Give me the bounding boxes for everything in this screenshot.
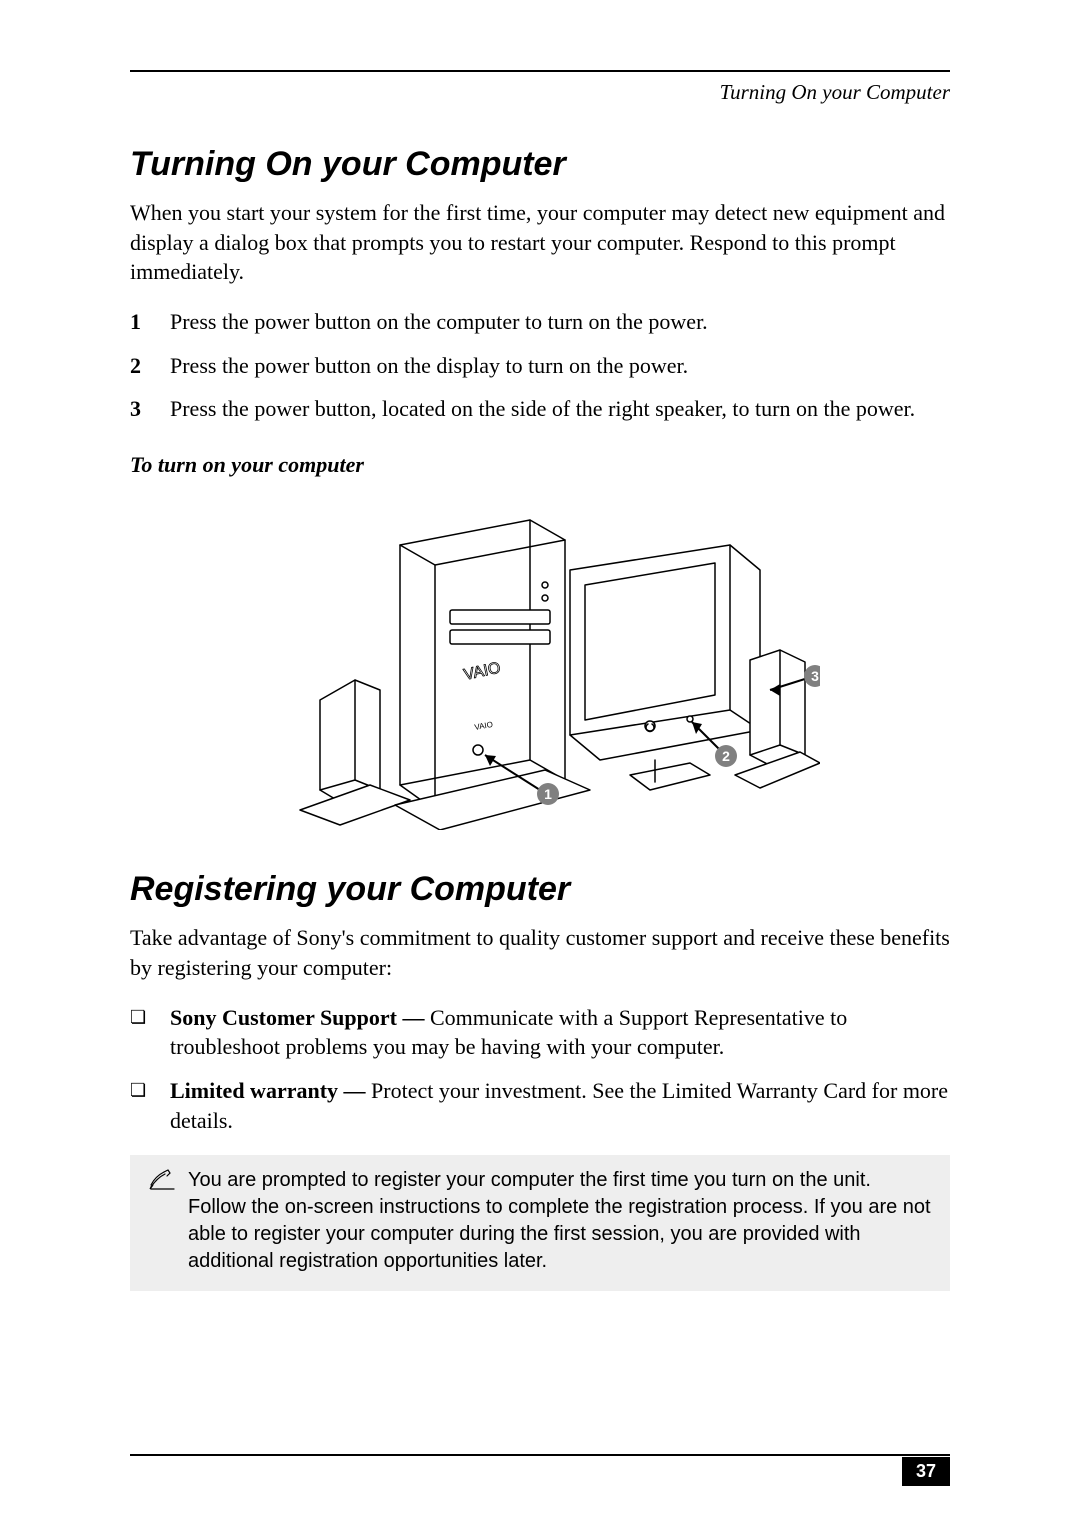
note-text: You are prompted to register your comput… <box>188 1167 932 1275</box>
step-number: 3 <box>130 394 170 424</box>
figure-illustration: VAIO VAIO <box>130 490 950 835</box>
step-text: Press the power button on the computer t… <box>170 307 950 337</box>
bullet-text: Sony Customer Support — Communicate with… <box>170 1003 950 1062</box>
section-heading-registering: Registering your Computer <box>130 870 950 909</box>
section1-intro: When you start your system for the first… <box>130 198 950 287</box>
running-head: Turning On your Computer <box>130 80 950 105</box>
bullet-list: ❏ Sony Customer Support — Communicate wi… <box>130 1003 950 1136</box>
bullet-marker: ❏ <box>130 1076 170 1135</box>
note-box: You are prompted to register your comput… <box>130 1155 950 1291</box>
steps-list: 1 Press the power button on the computer… <box>130 307 950 424</box>
callout-3: 3 <box>811 668 819 684</box>
step-item: 1 Press the power button on the computer… <box>130 307 950 337</box>
bullet-item: ❏ Sony Customer Support — Communicate wi… <box>130 1003 950 1062</box>
callout-1: 1 <box>544 786 552 802</box>
document-page: Turning On your Computer Turning On your… <box>0 0 1080 1516</box>
top-rule <box>130 70 950 72</box>
computer-setup-illustration: VAIO VAIO <box>260 490 820 830</box>
figure-caption: To turn on your computer <box>130 452 950 478</box>
step-text: Press the power button, located on the s… <box>170 394 950 424</box>
bullet-item: ❏ Limited warranty — Protect your invest… <box>130 1076 950 1135</box>
step-number: 1 <box>130 307 170 337</box>
section-heading-turning-on: Turning On your Computer <box>130 145 950 184</box>
step-item: 3 Press the power button, located on the… <box>130 394 950 424</box>
step-item: 2 Press the power button on the display … <box>130 351 950 381</box>
callout-2: 2 <box>722 748 730 764</box>
bullet-marker: ❏ <box>130 1003 170 1062</box>
bottom-rule <box>130 1454 950 1456</box>
section2-intro: Take advantage of Sony's commitment to q… <box>130 923 950 982</box>
bullet-text: Limited warranty — Protect your investme… <box>170 1076 950 1135</box>
page-number: 37 <box>902 1457 950 1486</box>
step-number: 2 <box>130 351 170 381</box>
step-text: Press the power button on the display to… <box>170 351 950 381</box>
pencil-note-icon <box>148 1167 178 1275</box>
